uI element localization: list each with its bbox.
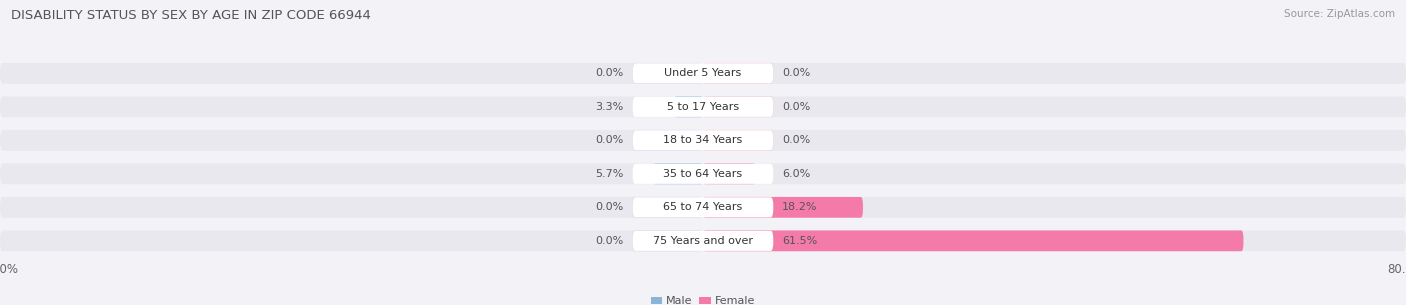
FancyBboxPatch shape [652, 163, 703, 184]
Text: 0.0%: 0.0% [782, 68, 810, 78]
FancyBboxPatch shape [703, 163, 756, 184]
FancyBboxPatch shape [633, 63, 703, 84]
Text: 18 to 34 Years: 18 to 34 Years [664, 135, 742, 145]
FancyBboxPatch shape [703, 63, 773, 84]
Text: 0.0%: 0.0% [596, 135, 624, 145]
Text: 61.5%: 61.5% [782, 236, 817, 246]
Text: 0.0%: 0.0% [596, 202, 624, 212]
FancyBboxPatch shape [633, 97, 773, 117]
Text: 6.0%: 6.0% [782, 169, 810, 179]
FancyBboxPatch shape [0, 197, 1406, 218]
Text: 18.2%: 18.2% [782, 202, 817, 212]
FancyBboxPatch shape [633, 231, 703, 251]
FancyBboxPatch shape [633, 197, 703, 218]
FancyBboxPatch shape [703, 197, 863, 218]
Text: DISABILITY STATUS BY SEX BY AGE IN ZIP CODE 66944: DISABILITY STATUS BY SEX BY AGE IN ZIP C… [11, 9, 371, 22]
FancyBboxPatch shape [703, 130, 773, 151]
Text: Under 5 Years: Under 5 Years [665, 68, 741, 78]
Text: 75 Years and over: 75 Years and over [652, 236, 754, 246]
FancyBboxPatch shape [703, 96, 773, 117]
Legend: Male, Female: Male, Female [647, 292, 759, 305]
FancyBboxPatch shape [633, 130, 703, 151]
FancyBboxPatch shape [703, 231, 1243, 251]
FancyBboxPatch shape [633, 63, 773, 83]
FancyBboxPatch shape [0, 130, 1406, 151]
Text: 35 to 64 Years: 35 to 64 Years [664, 169, 742, 179]
Text: 5 to 17 Years: 5 to 17 Years [666, 102, 740, 112]
FancyBboxPatch shape [633, 164, 773, 184]
FancyBboxPatch shape [633, 231, 773, 251]
Text: Source: ZipAtlas.com: Source: ZipAtlas.com [1284, 9, 1395, 19]
Text: 3.3%: 3.3% [596, 102, 624, 112]
FancyBboxPatch shape [0, 63, 1406, 84]
FancyBboxPatch shape [0, 163, 1406, 184]
FancyBboxPatch shape [673, 96, 703, 117]
Text: 0.0%: 0.0% [596, 68, 624, 78]
Text: 5.7%: 5.7% [596, 169, 624, 179]
FancyBboxPatch shape [633, 197, 773, 217]
Text: 65 to 74 Years: 65 to 74 Years [664, 202, 742, 212]
FancyBboxPatch shape [633, 130, 773, 150]
FancyBboxPatch shape [0, 231, 1406, 251]
Text: 0.0%: 0.0% [596, 236, 624, 246]
FancyBboxPatch shape [0, 96, 1406, 117]
Text: 0.0%: 0.0% [782, 102, 810, 112]
Text: 0.0%: 0.0% [782, 135, 810, 145]
